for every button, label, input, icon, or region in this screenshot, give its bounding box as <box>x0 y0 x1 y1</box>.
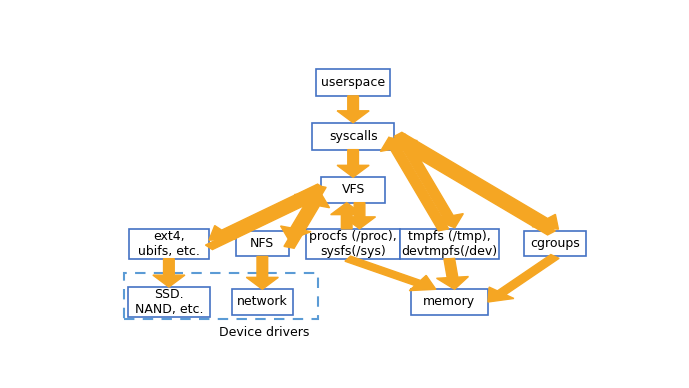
Polygon shape <box>391 138 555 235</box>
FancyBboxPatch shape <box>321 177 385 203</box>
Text: NFS: NFS <box>250 237 274 250</box>
Polygon shape <box>153 259 185 287</box>
Polygon shape <box>437 258 469 289</box>
Polygon shape <box>337 150 369 177</box>
Text: cgroups: cgroups <box>530 237 580 250</box>
Polygon shape <box>284 194 329 248</box>
FancyBboxPatch shape <box>311 123 395 150</box>
Polygon shape <box>280 185 326 240</box>
Text: Device drivers: Device drivers <box>218 326 309 340</box>
Text: network: network <box>237 296 288 308</box>
Polygon shape <box>337 96 369 123</box>
FancyBboxPatch shape <box>236 231 289 256</box>
Text: userspace: userspace <box>321 76 385 89</box>
FancyBboxPatch shape <box>129 229 209 259</box>
Polygon shape <box>345 256 436 291</box>
Text: tmpfs (/tmp),
devtmpfs(/dev): tmpfs (/tmp), devtmpfs(/dev) <box>401 230 497 258</box>
Polygon shape <box>331 203 362 229</box>
Text: syscalls: syscalls <box>329 130 378 143</box>
FancyBboxPatch shape <box>411 289 488 315</box>
Polygon shape <box>380 137 449 231</box>
Polygon shape <box>247 256 278 289</box>
FancyBboxPatch shape <box>400 229 499 259</box>
Text: procfs (/proc),
sysfs(/sys): procfs (/proc), sysfs(/sys) <box>309 230 397 258</box>
Text: SSD.
NAND, etc.: SSD. NAND, etc. <box>134 288 203 316</box>
Polygon shape <box>488 255 559 302</box>
FancyBboxPatch shape <box>232 289 293 315</box>
FancyBboxPatch shape <box>316 69 391 96</box>
FancyBboxPatch shape <box>307 229 400 259</box>
Polygon shape <box>205 194 321 249</box>
FancyBboxPatch shape <box>127 287 210 317</box>
Polygon shape <box>209 184 325 240</box>
Polygon shape <box>395 134 463 228</box>
Text: VFS: VFS <box>342 184 364 196</box>
Text: ext4,
ubifs, etc.: ext4, ubifs, etc. <box>138 230 200 258</box>
FancyBboxPatch shape <box>524 231 586 256</box>
Text: memory: memory <box>423 296 475 308</box>
Polygon shape <box>394 132 559 229</box>
Polygon shape <box>344 203 376 229</box>
